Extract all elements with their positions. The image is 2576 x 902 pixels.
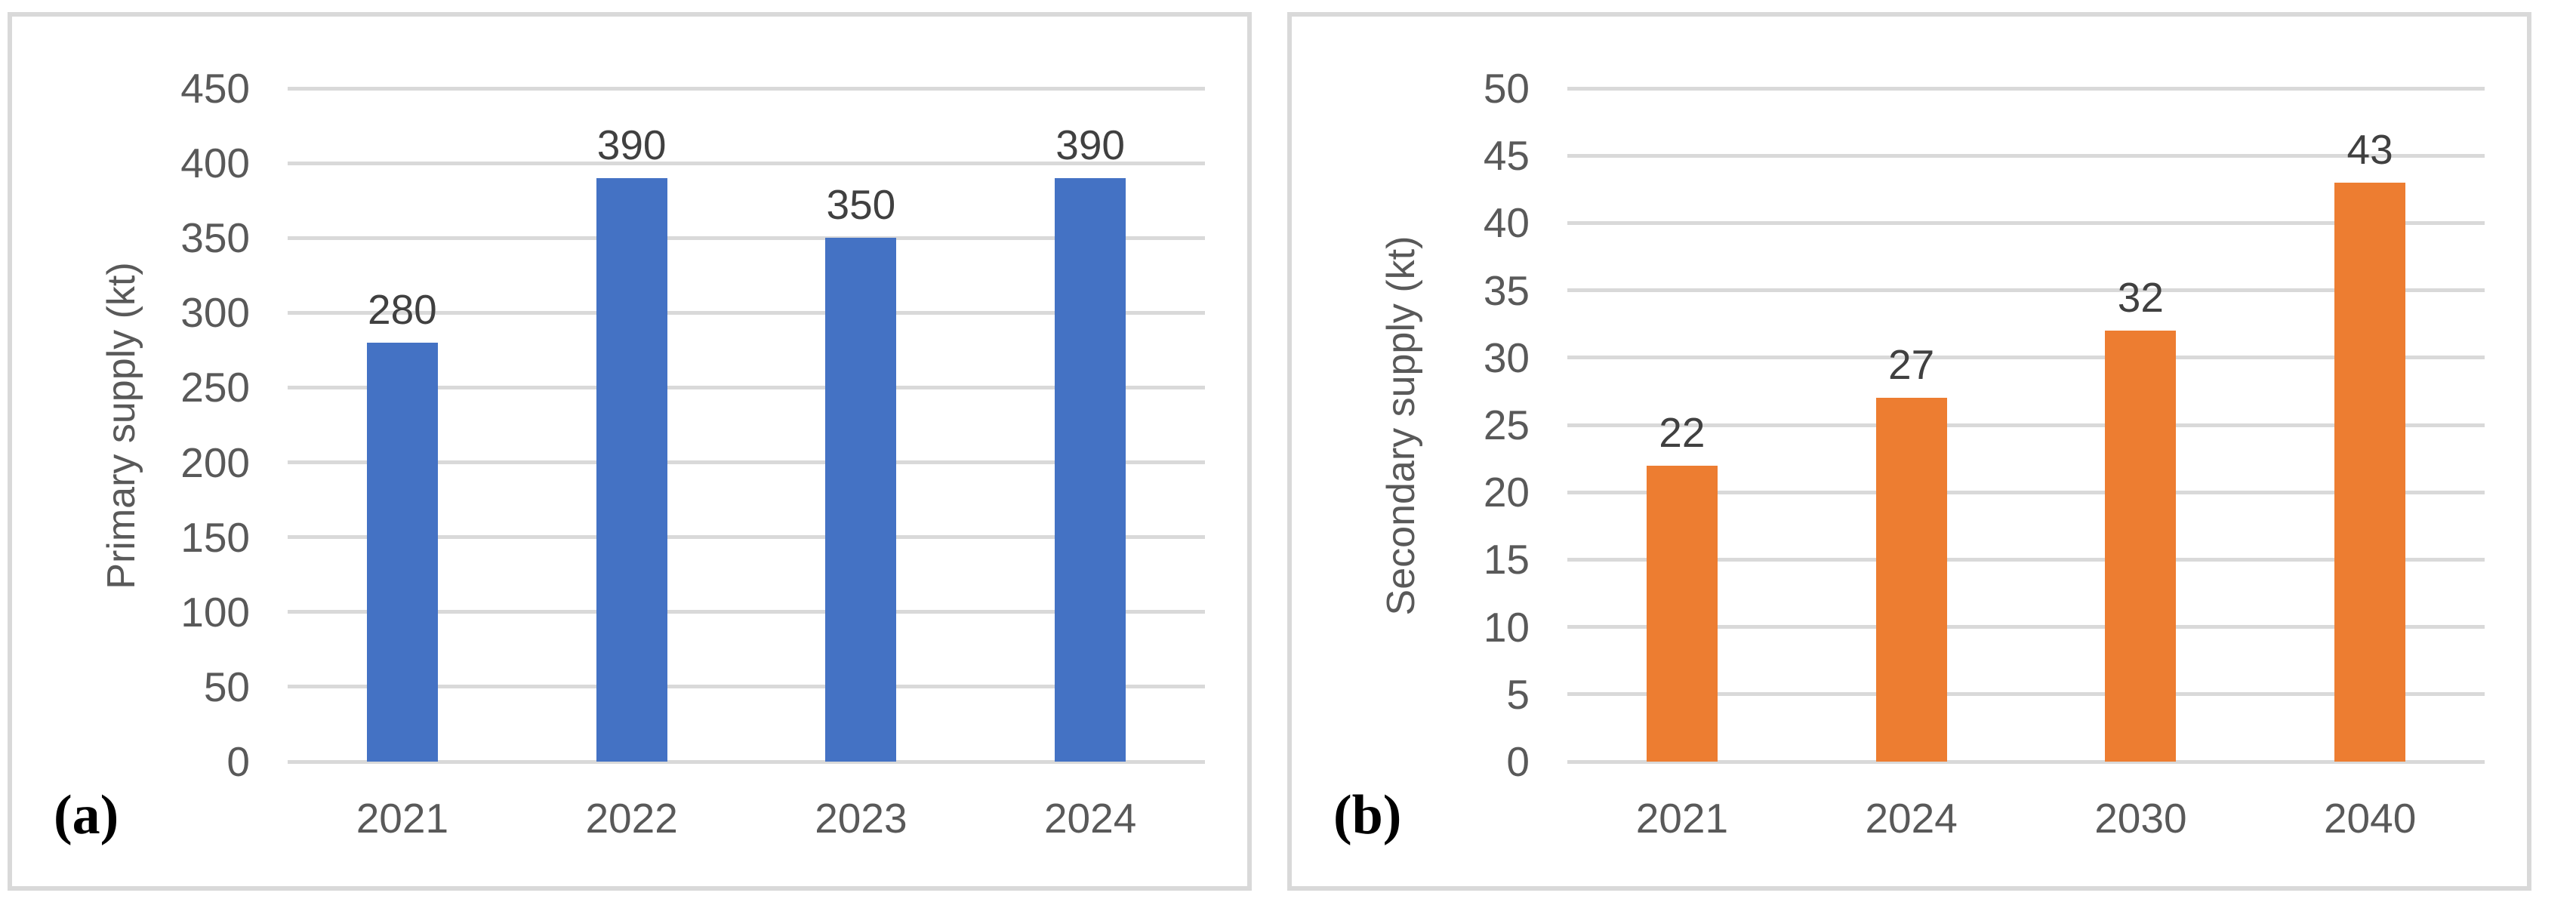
gridline — [288, 385, 1205, 389]
bar-value-label: 27 — [1888, 341, 1935, 389]
bar-value-label: 390 — [596, 121, 667, 168]
x-tick-label: 2024 — [1865, 795, 1958, 842]
gridline — [1567, 557, 2485, 562]
y-tick-label: 200 — [180, 439, 250, 486]
y-tick-label: 20 — [1483, 469, 1530, 516]
y-tick-label: 150 — [180, 513, 250, 561]
y-tick-label: 450 — [180, 65, 250, 112]
bar-2021 — [1646, 465, 1718, 762]
bar-value-label: 22 — [1659, 408, 1706, 456]
y-tick-label: 350 — [180, 214, 250, 262]
bar-2040 — [2334, 182, 2406, 762]
gridline — [1567, 625, 2485, 630]
gridline — [288, 161, 1205, 165]
bar-2030 — [2105, 331, 2177, 762]
bar-value-label: 280 — [367, 285, 437, 333]
y-tick-label: 30 — [1483, 334, 1530, 381]
bar-2022 — [596, 177, 667, 762]
gridline — [1567, 153, 2485, 158]
panel-letter-b: (b) — [1333, 784, 1402, 846]
y-tick-label: 50 — [1483, 65, 1530, 112]
bar-value-label: 390 — [1055, 121, 1125, 168]
bar-2023 — [825, 238, 897, 762]
bar-value-label: 350 — [826, 181, 896, 229]
bar-value-label: 32 — [2117, 274, 2164, 322]
gridline — [288, 236, 1205, 240]
gridline — [1567, 692, 2485, 697]
bar-2024 — [1055, 177, 1126, 762]
gridline — [288, 759, 1205, 764]
y-tick-label: 45 — [1483, 132, 1530, 180]
gridline — [288, 685, 1205, 689]
gridline — [288, 310, 1205, 315]
y-tick-label: 35 — [1483, 266, 1530, 314]
y-tick-label: 5 — [1506, 670, 1530, 718]
bar-2024 — [1875, 398, 1947, 762]
gridline — [288, 86, 1205, 91]
x-tick-label: 2040 — [2323, 795, 2417, 842]
gridline — [1567, 356, 2485, 360]
chart-panel-a: Primary supply (kt) 0 50 100 150 200 250 300 35… — [8, 12, 1252, 891]
y-tick-label: 400 — [180, 140, 250, 187]
gridline — [1567, 759, 2485, 764]
x-tick-label: 2024 — [1043, 795, 1137, 842]
y-tick-label: 25 — [1483, 402, 1530, 448]
bar-value-label: 43 — [2346, 125, 2393, 173]
plot-area: 280 390 350 390 — [288, 86, 1205, 764]
y-tick-label: 40 — [1483, 199, 1530, 247]
gridline — [288, 535, 1205, 540]
x-tick-label: 2022 — [585, 795, 678, 842]
y-tick-label: 300 — [180, 289, 250, 337]
x-tick-label: 2030 — [2094, 795, 2187, 842]
gridline — [1567, 288, 2485, 293]
y-tick-label: 10 — [1483, 603, 1530, 651]
x-tick-label: 2021 — [356, 795, 449, 842]
y-tick-label: 100 — [180, 588, 250, 636]
y-tick-label: 0 — [226, 738, 250, 785]
bar-2021 — [366, 342, 438, 762]
x-tick-label: 2023 — [815, 795, 907, 842]
y-tick-label: 0 — [1506, 738, 1530, 785]
panel-letter-a: (a) — [54, 784, 119, 846]
gridline — [1567, 490, 2485, 494]
plot-area: 22 27 32 43 — [1567, 86, 2485, 764]
gridline — [288, 460, 1205, 465]
gridline — [1567, 220, 2485, 225]
gridline — [1567, 86, 2485, 91]
x-tick-label: 2021 — [1635, 795, 1729, 842]
y-tick-label: 15 — [1483, 536, 1530, 583]
gridline — [288, 610, 1205, 614]
y-tick-label: 250 — [180, 364, 250, 411]
gridline — [1567, 423, 2485, 427]
chart-panel-b: Secondary supply (kt) 0 5 10 15 20 25 30 35 40 45… — [1287, 12, 2531, 891]
y-tick-label: 50 — [203, 663, 250, 710]
